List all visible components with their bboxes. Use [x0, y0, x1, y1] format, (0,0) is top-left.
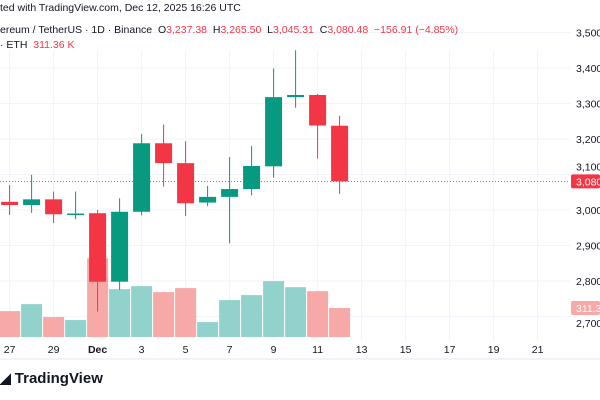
time-tick-label: 19: [488, 344, 500, 356]
time-tick-label: 3: [139, 344, 145, 356]
price-tick-label: 3,000: [576, 205, 600, 217]
price-tick-label: 3,400: [576, 63, 600, 75]
price-tick-label: 3,300: [576, 99, 600, 111]
last-volume-badge: [571, 301, 600, 315]
time-tick-label: 27: [4, 344, 16, 356]
volume-bar: [241, 295, 263, 337]
close-value: 3,080.48: [327, 24, 369, 36]
candle-body: [221, 189, 239, 197]
time-tick-label: 13: [356, 344, 368, 356]
volume-value: 311.36 K: [33, 39, 75, 51]
price-tick-label: 3,200: [576, 134, 600, 146]
time-tick-label: 17: [444, 344, 456, 356]
candle-body: [111, 211, 129, 282]
time-tick-label: Dec: [88, 344, 107, 356]
last-price-label: 3,080: [576, 176, 600, 188]
volume-legend: · ETH 311.36 K: [0, 39, 75, 51]
volume-bar: [263, 281, 285, 337]
price-tick-label: 3,500: [576, 28, 600, 40]
volume-label: · ETH: [0, 39, 28, 51]
low-value: 3,045.31: [273, 24, 314, 36]
created-with-line: ted with TradingView.com, Dec 12, 2025 1…: [0, 2, 241, 14]
price-tick-label: 3,100: [576, 161, 600, 173]
candle-body: [89, 213, 107, 282]
candle-body: [265, 97, 283, 167]
volume-bar: [197, 322, 219, 337]
time-tick-label: 21: [532, 344, 544, 356]
volume-bar: [0, 311, 21, 337]
volume-bar: [21, 304, 43, 337]
symbol-title[interactable]: ereum / TetherUS · 1D · Binance: [0, 24, 153, 36]
price-tick-label: 2,900: [576, 241, 600, 253]
candle-body: [45, 199, 63, 215]
time-tick-label: 15: [400, 344, 412, 356]
volume-bar: [307, 291, 329, 337]
volume-bar: [131, 286, 153, 337]
time-tick-label: 5: [183, 344, 189, 356]
candle-body: [199, 196, 217, 203]
price-tick-label: 2,700: [576, 318, 600, 330]
open-label: O: [157, 24, 167, 36]
volume-bar: [285, 287, 307, 337]
ohlc-legend: ereum / TetherUS · 1D · Binance O3,237.3…: [0, 24, 458, 36]
logo-text: TradingView: [14, 370, 103, 387]
change-value: −156.91 (−4.85%): [374, 24, 459, 36]
candle-body: [133, 143, 151, 212]
candle-body: [67, 213, 85, 216]
open-value: 3,237.38: [166, 24, 208, 36]
candle-body: [243, 165, 261, 190]
candle-body: [287, 94, 305, 98]
candle-body: [309, 94, 327, 126]
time-tick-label: 11: [312, 344, 323, 356]
price-tick-label: 2,800: [576, 276, 600, 288]
volume-bar: [153, 292, 175, 337]
close-label: C: [319, 24, 328, 36]
low-label: L: [267, 24, 274, 36]
time-tick-label: 9: [271, 344, 277, 356]
volume-bar: [65, 320, 87, 337]
candle-body: [1, 201, 19, 206]
time-tick-label: 7: [227, 344, 233, 356]
high-value: 3,265.50: [220, 24, 262, 36]
volume-bar: [329, 308, 351, 337]
tradingview-logo[interactable]: ◢ TradingView: [0, 370, 103, 387]
last-price-badge: [571, 174, 600, 189]
candle-body: [155, 143, 173, 164]
time-tick-label: 29: [48, 344, 60, 356]
volume-bar: [175, 288, 197, 337]
high-label: H: [212, 24, 221, 36]
tradingview-logo-icon: ◢: [0, 370, 11, 386]
volume-bar: [219, 300, 241, 337]
volume-bar: [43, 317, 65, 337]
last-volume-label: 311.3: [576, 303, 600, 315]
candle-body: [177, 163, 195, 204]
volume-bar: [109, 289, 131, 337]
candle-body: [23, 199, 41, 206]
candle-body: [331, 125, 349, 182]
